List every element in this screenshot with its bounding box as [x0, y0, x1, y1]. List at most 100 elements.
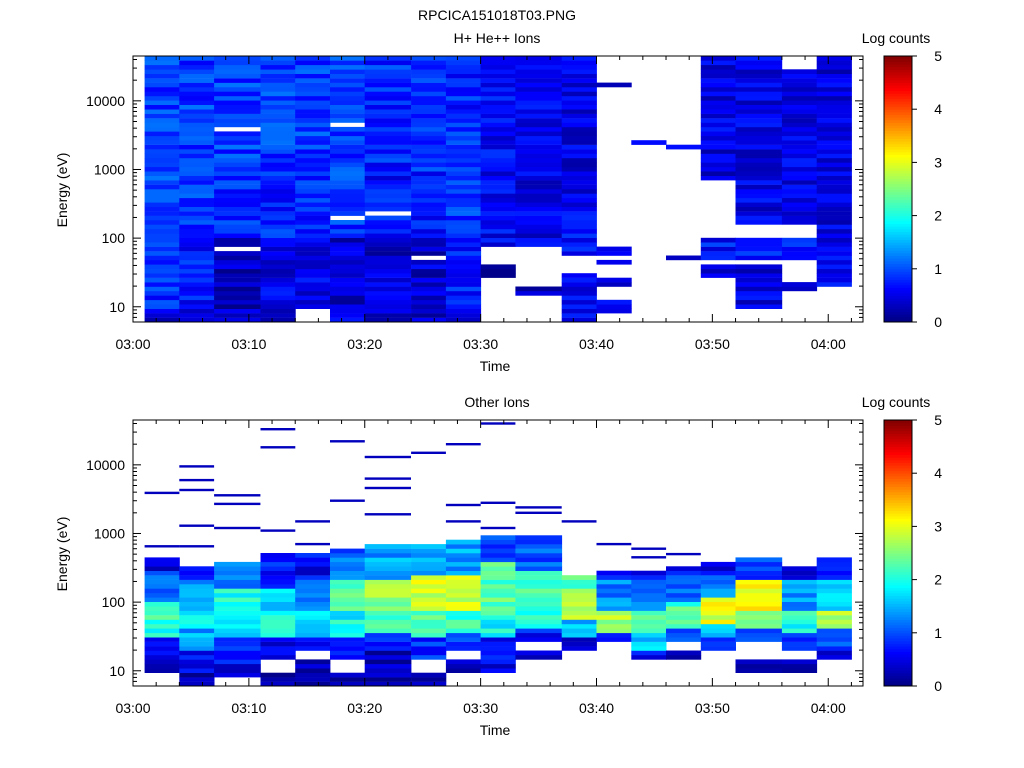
colorbar-swatch — [884, 204, 912, 209]
heatmap-cell — [735, 237, 783, 243]
heatmap-cell — [260, 291, 296, 296]
colorbar-swatch — [884, 499, 912, 503]
heatmap-cell — [445, 87, 482, 92]
heatmap-cell — [515, 291, 563, 296]
heatmap-cell — [561, 295, 597, 301]
heatmap-cell — [179, 193, 215, 199]
heatmap-cell — [411, 193, 447, 199]
heatmap-cell — [411, 451, 446, 454]
heatmap-cell — [700, 242, 736, 247]
heatmap-cell — [700, 255, 736, 261]
heatmap-cell — [364, 166, 412, 172]
colorbar-swatch — [884, 558, 912, 562]
heatmap-cell — [781, 628, 818, 634]
heatmap-cell — [445, 308, 482, 314]
heatmap-cell — [411, 615, 447, 620]
heatmap-cell — [445, 282, 482, 287]
heatmap-cell — [364, 100, 412, 105]
heatmap-cell — [735, 149, 783, 154]
heatmap-cell — [515, 91, 563, 97]
colorbar-swatch — [884, 483, 912, 487]
heatmap-cell — [179, 242, 215, 247]
heatmap-cell — [260, 579, 296, 585]
heatmap-cell — [260, 529, 296, 532]
heatmap-cell — [445, 570, 482, 576]
heatmap-cell — [411, 646, 447, 651]
heatmap-cell — [411, 299, 447, 305]
heatmap-cell — [330, 615, 366, 620]
heatmap-cell — [816, 60, 852, 66]
heatmap-cell — [700, 122, 736, 128]
heatmap-cell — [144, 255, 180, 261]
heatmap-cell — [561, 304, 597, 309]
colorbar-swatch — [884, 635, 912, 639]
heatmap-cell — [411, 153, 447, 159]
panel-title: H+ He++ Ions — [454, 30, 541, 46]
colorbar-swatch — [884, 316, 912, 320]
heatmap-cell — [330, 255, 366, 261]
heatmap-cell — [179, 566, 215, 571]
colorbar-swatch — [884, 425, 912, 429]
heatmap-cell — [515, 184, 563, 190]
heatmap-cell — [295, 140, 331, 145]
heatmap-cell — [596, 299, 632, 305]
heatmap-cell — [330, 228, 366, 234]
heatmap-cell — [179, 158, 215, 163]
heatmap-cell — [179, 95, 215, 101]
heatmap-cell — [561, 313, 597, 318]
heatmap-cell — [735, 286, 783, 292]
heatmap-cell — [214, 313, 261, 318]
heatmap-cell — [295, 113, 331, 119]
heatmap-cell — [295, 237, 331, 243]
heatmap-cell — [445, 246, 482, 252]
y-axis-label: Energy (eV) — [54, 153, 70, 228]
heatmap-cell — [364, 592, 412, 598]
colorbar-swatch — [884, 560, 912, 565]
heatmap-cell — [445, 166, 482, 172]
heatmap-cell — [411, 655, 447, 660]
heatmap-cell — [214, 140, 261, 145]
heatmap-cell — [480, 122, 516, 128]
heatmap-cell — [144, 197, 180, 203]
heatmap-cell — [816, 228, 852, 234]
heatmap-cell — [480, 526, 516, 530]
heatmap-cell — [330, 246, 366, 252]
heatmap-cell — [445, 610, 482, 616]
heatmap-cell — [260, 118, 296, 123]
heatmap-cell — [214, 282, 261, 287]
heatmap-cell — [445, 277, 482, 283]
colorbar-swatch — [884, 167, 912, 171]
colorbar-swatch — [884, 523, 912, 527]
heatmap-cell — [295, 615, 331, 620]
heatmap-cell — [295, 610, 331, 616]
heatmap-cell — [735, 282, 783, 287]
heatmap-cell — [260, 446, 296, 449]
heatmap-cell — [295, 144, 331, 150]
heatmap-cell — [515, 619, 563, 625]
heatmap-cell — [330, 317, 366, 323]
x-tick-label: 03:50 — [695, 700, 730, 716]
heatmap-cell — [480, 242, 516, 247]
heatmap-cell — [179, 251, 215, 256]
heatmap-cell — [411, 557, 447, 563]
heatmap-cell — [561, 144, 597, 150]
heatmap-cell — [179, 215, 215, 221]
heatmap-cell — [515, 615, 563, 620]
heatmap-cell — [735, 144, 783, 150]
heatmap-cell — [781, 570, 818, 576]
heatmap-cell — [144, 615, 180, 620]
heatmap-cell — [445, 193, 482, 199]
heatmap-cell — [364, 197, 412, 203]
heatmap-cell — [330, 118, 366, 123]
heatmap-cell — [364, 455, 411, 459]
heatmap-cell — [411, 109, 447, 114]
heatmap-cell — [144, 87, 180, 92]
heatmap-cell — [364, 131, 412, 137]
heatmap-cell — [364, 64, 412, 70]
heatmap-cell — [445, 144, 482, 150]
colorbar-swatch — [884, 683, 912, 687]
heatmap-cell — [330, 220, 366, 225]
heatmap-cell — [735, 109, 783, 114]
heatmap-cell — [179, 282, 215, 287]
heatmap-cell — [260, 228, 296, 234]
